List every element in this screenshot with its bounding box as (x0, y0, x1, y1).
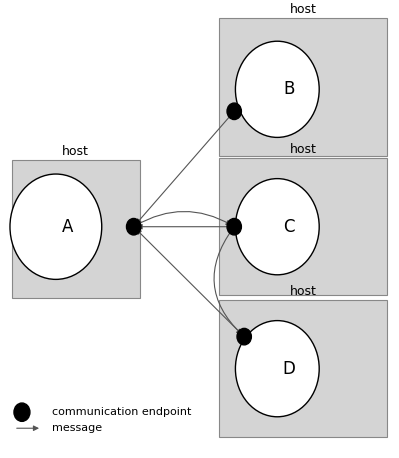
Bar (12, 160, 140, 298)
Circle shape (227, 103, 241, 120)
Text: D: D (283, 360, 296, 378)
Text: A: A (62, 218, 73, 236)
Text: B: B (284, 80, 295, 98)
Bar (219, 300, 387, 437)
Circle shape (126, 218, 141, 235)
Text: C: C (284, 218, 295, 236)
Text: host: host (290, 3, 317, 16)
Text: host: host (290, 285, 317, 298)
Text: host: host (290, 143, 317, 156)
Circle shape (237, 328, 251, 345)
Circle shape (235, 41, 319, 137)
Circle shape (14, 403, 30, 421)
Text: communication endpoint: communication endpoint (52, 407, 191, 417)
Circle shape (227, 218, 241, 235)
Bar (219, 18, 387, 156)
Circle shape (10, 174, 102, 279)
Text: message: message (52, 423, 102, 433)
Circle shape (235, 179, 319, 275)
Bar (219, 158, 387, 295)
Circle shape (235, 321, 319, 417)
Text: host: host (62, 145, 89, 158)
